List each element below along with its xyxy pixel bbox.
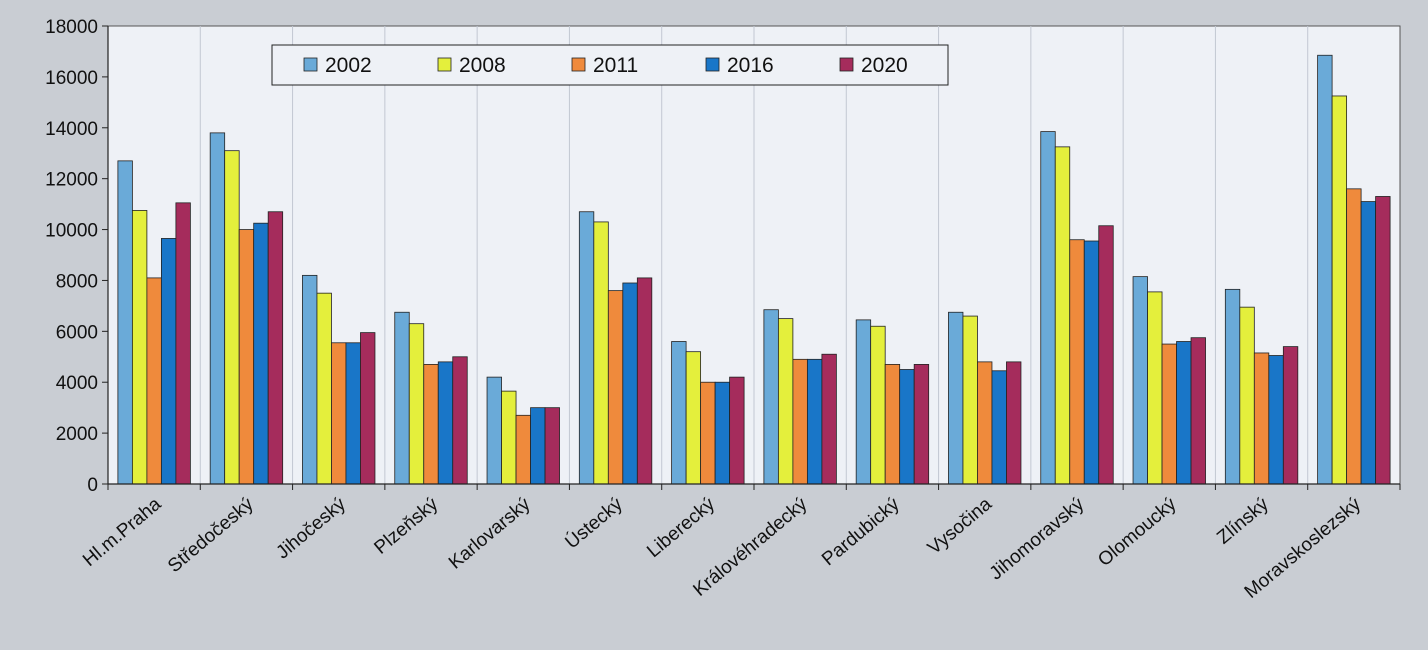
bar-2002-2 xyxy=(302,274,318,485)
legend-swatch-2008 xyxy=(437,57,452,72)
y-tick-label: 6000 xyxy=(56,322,98,343)
bar-2002-7 xyxy=(763,309,779,485)
bar-2020-7 xyxy=(821,353,837,485)
bar-2008-3 xyxy=(408,323,425,485)
bar-2016-5 xyxy=(622,282,638,485)
y-tick-label: 10000 xyxy=(45,221,98,242)
bars xyxy=(117,54,1391,485)
bar-2008-5 xyxy=(593,221,609,485)
y-tick-labels: 0 2000 4000 6000 8000 10000 12000 14000 16000 180… xyxy=(45,17,98,496)
axes xyxy=(102,25,1401,490)
bar-2016-3 xyxy=(437,361,454,485)
bar-2008-10 xyxy=(1054,146,1071,485)
bar-2002-5 xyxy=(578,211,595,485)
bar-2020-12 xyxy=(1282,346,1299,485)
bar-2016-9 xyxy=(991,370,1007,485)
bar-2002-11 xyxy=(1132,276,1148,485)
bar-2011-11 xyxy=(1161,343,1177,485)
bar-2016-13 xyxy=(1360,201,1377,485)
legend-swatch-2011 xyxy=(571,57,586,72)
bar-2016-11 xyxy=(1176,341,1192,485)
bar-2008-11 xyxy=(1147,291,1163,485)
bar-2008-12 xyxy=(1239,306,1255,485)
bar-2016-7 xyxy=(806,358,823,485)
bar-2011-1 xyxy=(238,229,255,485)
bar-2020-10 xyxy=(1098,225,1114,485)
bar-2008-1 xyxy=(224,150,240,485)
bar-2002-0 xyxy=(117,160,133,485)
bar-2020-13 xyxy=(1375,196,1391,485)
legend-label: 2002 xyxy=(325,54,372,77)
bar-2008-0 xyxy=(131,210,148,485)
bar-2016-10 xyxy=(1083,240,1100,485)
bar-2002-13 xyxy=(1317,54,1333,485)
bar-2002-6 xyxy=(671,341,687,485)
bar-2002-12 xyxy=(1224,288,1241,485)
legend-swatch-2016 xyxy=(705,57,720,72)
bar-2020-1 xyxy=(267,211,284,485)
bar-2011-5 xyxy=(607,290,624,485)
bar-2011-3 xyxy=(423,364,439,485)
y-tick-label: 8000 xyxy=(56,271,98,292)
bar-2016-6 xyxy=(714,381,731,485)
bar-2016-12 xyxy=(1268,355,1284,485)
bar-2020-0 xyxy=(175,202,191,485)
bar-2020-8 xyxy=(913,364,930,485)
bar-2008-6 xyxy=(685,351,702,485)
bar-2020-2 xyxy=(360,332,376,485)
bar-2011-13 xyxy=(1346,188,1362,485)
y-tick-label: 16000 xyxy=(45,68,98,89)
legend-label: 2016 xyxy=(727,54,774,77)
bar-2016-2 xyxy=(345,342,361,485)
y-tick-label: 18000 xyxy=(45,17,98,38)
bar-2008-4 xyxy=(501,390,517,485)
bar-2002-8 xyxy=(855,319,872,485)
bar-2020-5 xyxy=(636,277,653,485)
bar-2011-8 xyxy=(884,364,901,485)
bar-2011-2 xyxy=(331,342,347,485)
legend-label: 2011 xyxy=(593,54,638,77)
bar-2011-0 xyxy=(146,277,162,485)
bar-2020-9 xyxy=(1006,361,1022,485)
grid-lines xyxy=(199,26,1309,484)
bar-2008-8 xyxy=(870,325,886,485)
y-tick-label: 12000 xyxy=(45,170,98,191)
bar-2008-9 xyxy=(962,315,978,485)
legend-label: 2008 xyxy=(459,54,506,77)
bar-2011-10 xyxy=(1069,239,1085,485)
bar-2008-13 xyxy=(1331,95,1348,485)
bar-2002-10 xyxy=(1040,131,1056,485)
bar-2016-1 xyxy=(253,222,269,485)
bar-2002-4 xyxy=(486,376,502,485)
bar-2011-7 xyxy=(792,358,808,485)
y-tick-label: 2000 xyxy=(56,424,98,445)
bar-2011-9 xyxy=(977,361,993,485)
legend-label: 2020 xyxy=(861,54,908,77)
legend-swatch-2002 xyxy=(303,57,318,72)
bar-2016-8 xyxy=(899,369,915,485)
bar-2008-2 xyxy=(316,292,332,485)
bar-2011-6 xyxy=(700,381,716,485)
legend-box xyxy=(271,44,949,86)
bar-2020-4 xyxy=(544,407,560,485)
legend: 2002 2008 2011 2016 2020 xyxy=(271,44,949,86)
y-tick-label: 4000 xyxy=(56,373,98,394)
bar-2002-9 xyxy=(948,311,964,485)
bar-2002-1 xyxy=(209,132,226,485)
y-tick-label: 14000 xyxy=(45,119,98,140)
bar-2020-3 xyxy=(452,356,468,485)
bar-2016-0 xyxy=(160,238,177,485)
bar-2002-3 xyxy=(394,311,410,485)
bar-2011-4 xyxy=(515,414,531,485)
bar-2008-7 xyxy=(777,318,794,485)
y-tick-label: 0 xyxy=(87,475,98,496)
bar-2011-12 xyxy=(1253,352,1270,485)
bar-2020-11 xyxy=(1190,337,1206,485)
bar-2016-4 xyxy=(530,407,546,485)
legend-swatch-2020 xyxy=(839,57,854,72)
bar-2020-6 xyxy=(729,376,745,485)
